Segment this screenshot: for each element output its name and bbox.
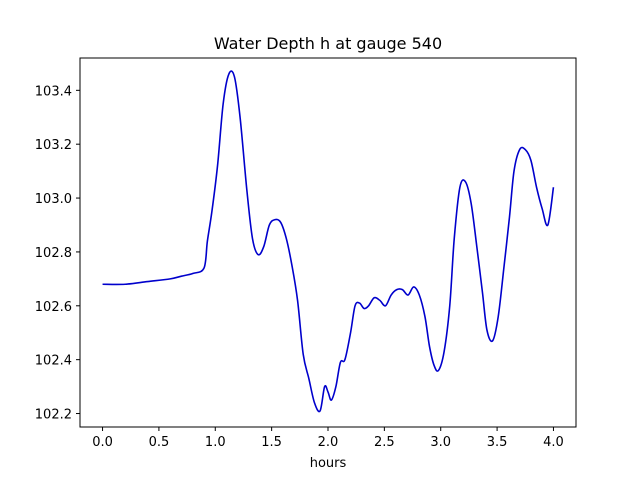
y-tick-label: 103.2 bbox=[35, 138, 72, 153]
x-tick-label: 3.5 bbox=[487, 435, 508, 450]
x-tick-label: 1.5 bbox=[261, 435, 282, 450]
x-tick-label: 2.0 bbox=[318, 435, 339, 450]
y-tick-label: 102.4 bbox=[35, 354, 72, 369]
x-tick-label: 0.5 bbox=[149, 435, 170, 450]
plot-area bbox=[80, 58, 576, 427]
y-tick-label: 102.2 bbox=[35, 408, 72, 423]
series-line bbox=[102, 70, 555, 413]
y-tick-label: 102.8 bbox=[35, 246, 72, 261]
axes-layer: 0.0 0.5 1.0 1.5 2.0 2.5 3.0 3.5 4.0 102.2 102.4 102… bbox=[35, 84, 564, 450]
x-tick-label: 0.0 bbox=[92, 435, 113, 450]
x-tick-label: 2.5 bbox=[374, 435, 395, 450]
y-tick-label: 103.4 bbox=[35, 84, 72, 99]
x-tick-label: 4.0 bbox=[543, 435, 564, 450]
x-tick-label: 3.0 bbox=[430, 435, 451, 450]
x-tick-label: 1.0 bbox=[205, 435, 226, 450]
y-tick-label: 103.0 bbox=[35, 192, 72, 207]
chart-title: Water Depth h at gauge 540 bbox=[214, 34, 442, 53]
series-layer bbox=[102, 70, 555, 413]
plot-frame bbox=[79, 57, 577, 428]
x-axis-label: hours bbox=[310, 456, 347, 471]
y-tick-label: 102.6 bbox=[35, 300, 72, 315]
